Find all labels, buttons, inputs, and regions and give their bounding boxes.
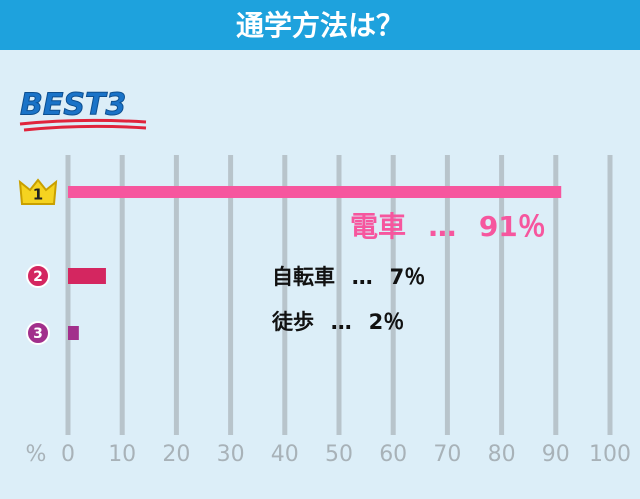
value-text: 2％ (369, 310, 405, 334)
rank-label: 1 (33, 186, 43, 204)
rank-label: 3 (33, 326, 43, 342)
category-label: 電車 (350, 210, 406, 243)
title-bar (0, 0, 640, 50)
badge-underline (19, 118, 147, 132)
x-tick-label: 80 (488, 442, 516, 467)
bar (68, 186, 562, 198)
x-tick-label: 100 (589, 442, 631, 467)
category-label: 徒歩 (271, 310, 314, 334)
rank-badge (26, 264, 50, 288)
x-tick-label: 30 (217, 442, 245, 467)
x-tick-label: 20 (162, 442, 190, 467)
x-tick-label: 70 (433, 442, 461, 467)
x-tick-label: 40 (271, 442, 299, 467)
x-tick-label: 60 (379, 442, 407, 467)
category-label: 自転車 (272, 265, 335, 289)
value-label: 徒歩 … 2％ (271, 310, 404, 334)
rank-label: 2 (33, 269, 43, 285)
bar (68, 326, 79, 340)
x-tick-label: 10 (108, 442, 136, 467)
value-text: 91％ (479, 210, 546, 243)
separator: … (428, 210, 456, 243)
chart-title: 通学方法は？ (236, 9, 404, 42)
x-axis-label: % (26, 442, 47, 467)
x-tick-label: 90 (542, 442, 570, 467)
badge: BEST3 (20, 88, 126, 123)
bar (68, 268, 106, 284)
value-text: 7％ (390, 265, 426, 289)
rank-badge (26, 321, 50, 345)
separator: … (331, 310, 352, 334)
value-label: 電車 … 91％ (350, 210, 546, 243)
value-label: 自転車 … 7％ (272, 265, 425, 289)
x-tick-label: 50 (325, 442, 353, 467)
x-tick-label: 0 (61, 442, 75, 467)
separator: … (352, 265, 373, 289)
rank-crown (18, 178, 58, 205)
